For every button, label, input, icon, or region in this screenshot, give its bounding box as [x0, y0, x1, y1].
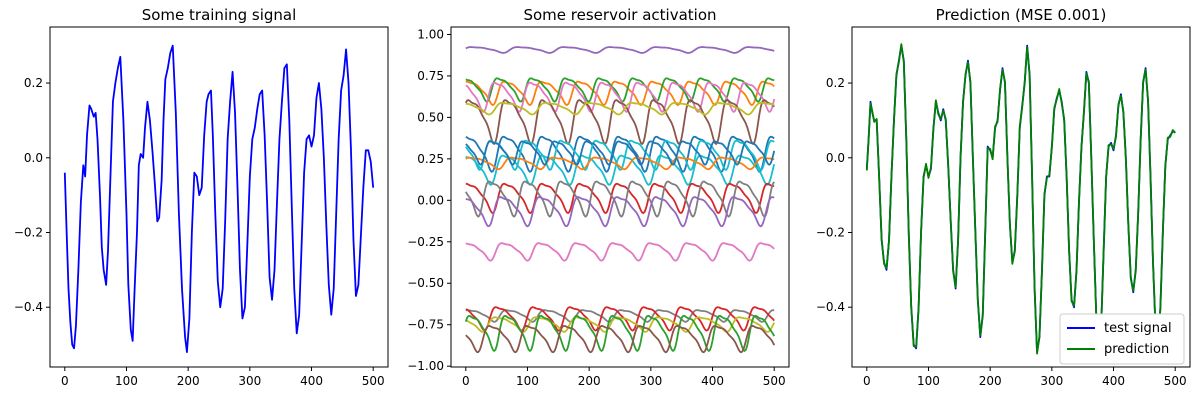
y-tick-label: −0.2 — [816, 225, 845, 239]
series-line-13 — [465, 196, 775, 228]
series-line-9 — [465, 156, 775, 171]
legend-label-prediction: prediction — [1104, 342, 1169, 357]
x-tick-label: 200 — [979, 374, 1002, 388]
y-tick-label: −0.4 — [14, 300, 43, 314]
x-tick-label: 500 — [362, 374, 385, 388]
x-tick-label: 100 — [115, 374, 138, 388]
series-line-1 — [465, 80, 775, 106]
x-tick-label: 400 — [701, 374, 724, 388]
y-tick-label: 1.00 — [417, 27, 444, 41]
y-tick-label: −1.00 — [407, 359, 444, 373]
y-tick-label: 0.75 — [417, 69, 444, 83]
y-tick-label: −0.50 — [407, 276, 444, 290]
series-line-10 — [465, 140, 776, 166]
series-line-19 — [465, 325, 776, 354]
series-line-0 — [465, 46, 775, 54]
x-tick-label: 300 — [1040, 374, 1063, 388]
series-line-0 — [63, 44, 375, 353]
series-line-6 — [465, 135, 775, 173]
y-tick-label: −0.2 — [14, 225, 43, 239]
series-line-15 — [465, 309, 775, 323]
y-tick-label: 0.50 — [417, 110, 444, 124]
panel-title: Some reservoir activation — [523, 6, 716, 24]
panel-title: Some training signal — [142, 6, 297, 24]
y-tick-label: 0.0 — [826, 151, 845, 165]
x-tick-label: 400 — [300, 374, 323, 388]
y-tick-label: 0.2 — [24, 76, 43, 90]
y-tick-label: 0.0 — [24, 151, 43, 165]
panel-reservoir-activation: Some reservoir activation 0 100 200 300 400 5… — [407, 6, 790, 388]
x-tick-label: 500 — [763, 374, 786, 388]
panel-title: Prediction (MSE 0.001) — [936, 6, 1107, 24]
y-tick-label: 0.2 — [826, 76, 845, 90]
series-group — [63, 44, 375, 353]
x-tick-label: 300 — [238, 374, 261, 388]
axes-frame — [450, 26, 790, 368]
x-tick-label: 500 — [1164, 374, 1187, 388]
y-tick-label: 0.25 — [417, 152, 444, 166]
series-line-5 — [465, 101, 775, 116]
y-tick-label: −0.4 — [816, 300, 845, 314]
axes-frame — [49, 26, 389, 368]
y-tick-label: −0.25 — [407, 235, 444, 249]
x-tick-label: 300 — [639, 374, 662, 388]
x-tick-label: 100 — [516, 374, 539, 388]
series-group — [865, 43, 1176, 355]
series-group — [464, 46, 776, 354]
x-tick-label: 400 — [1102, 374, 1125, 388]
panel-prediction: Prediction (MSE 0.001) 0 100 200 300 400 500 −… — [816, 6, 1191, 388]
x-tick-label: 0 — [61, 374, 69, 388]
series-line-4 — [464, 99, 775, 145]
panel-training-signal: Some training signal 0 100 200 300 400 500 −0.… — [14, 6, 389, 388]
series-line-18 — [464, 314, 776, 352]
legend: test signal prediction — [1059, 313, 1185, 365]
y-tick-label: 0.00 — [417, 193, 444, 207]
series-line-8 — [465, 154, 776, 186]
legend-label-test-signal: test signal — [1104, 321, 1172, 336]
y-tick-label: −0.75 — [407, 318, 444, 332]
x-tick-label: 0 — [863, 374, 871, 388]
x-tick-label: 0 — [462, 374, 470, 388]
legend-box — [1059, 313, 1185, 365]
axes-frame — [851, 26, 1191, 368]
x-tick-label: 100 — [917, 374, 940, 388]
x-tick-label: 200 — [177, 374, 200, 388]
series-line-prediction — [865, 43, 1176, 355]
series-line-14 — [465, 242, 775, 262]
x-tick-label: 200 — [578, 374, 601, 388]
